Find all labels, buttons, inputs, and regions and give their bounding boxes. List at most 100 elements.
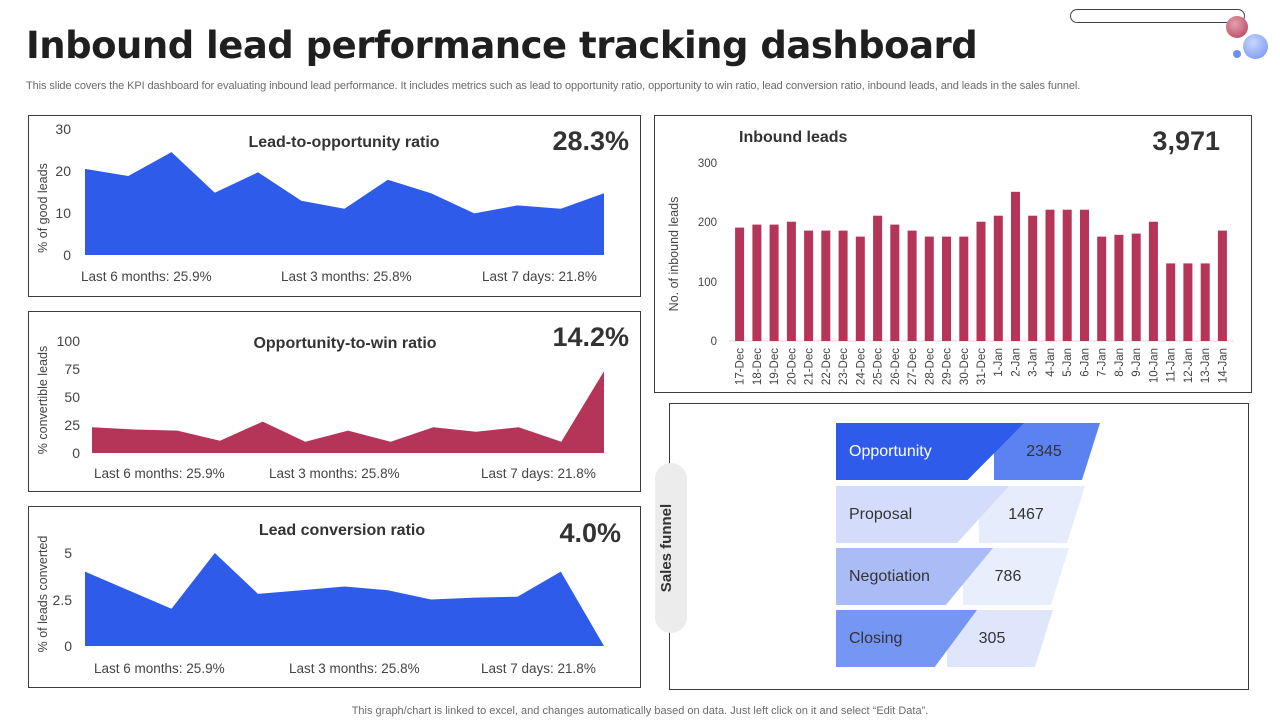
bar-7-Jan xyxy=(1097,236,1107,341)
bar-10-Jan xyxy=(1148,221,1158,341)
bar-5-Jan xyxy=(1062,209,1072,341)
area-series xyxy=(85,152,604,255)
x-tick-label: 13-Jan xyxy=(1200,348,1212,383)
funnel-stage-closing[interactable]: Closing 305 xyxy=(836,610,1053,667)
x-tick-label: 25-Dec xyxy=(873,348,885,385)
bar-31-Dec xyxy=(976,221,986,341)
bar-20-Dec xyxy=(786,221,796,341)
y-tick: 25 xyxy=(64,417,80,433)
kpi-value: 4.0% xyxy=(559,518,621,548)
x-tick-label: 31-Dec xyxy=(976,348,988,385)
y-tick: 2.5 xyxy=(53,592,73,608)
x-tick-label: 10-Jan xyxy=(1148,348,1160,383)
y-tick: 30 xyxy=(55,121,71,137)
funnel-stage-value: 305 xyxy=(978,629,1006,647)
bar-series xyxy=(735,191,1227,341)
y-tick: 0 xyxy=(72,445,80,461)
bar-1-Jan xyxy=(993,215,1003,341)
bar-28-Dec xyxy=(924,236,934,341)
x-tick-label: 27-Dec xyxy=(907,348,919,385)
x-tick-label: 23-Dec xyxy=(838,348,850,385)
inbound-leads-chart: Inbound leads 3,971 No. of inbound leads… xyxy=(667,126,1233,385)
lead-conversion-chart: Lead conversion ratio 4.0% % of leads co… xyxy=(36,518,621,676)
lead-to-opportunity-chart: Lead-to-opportunity ratio 28.3% % of goo… xyxy=(36,121,629,284)
inbound-leads-panel[interactable]: Inbound leads 3,971 No. of inbound leads… xyxy=(654,115,1252,393)
bar-4-Jan xyxy=(1045,209,1055,341)
funnel-stage-opportunity[interactable]: Opportunity 2345 xyxy=(836,423,1100,480)
x-tick-label: 18-Dec xyxy=(752,348,764,385)
footnote-7-days: Last 7 days: 21.8% xyxy=(481,661,596,676)
x-tick-label: 24-Dec xyxy=(855,348,867,385)
x-tick-label: 8-Jan xyxy=(1114,348,1126,377)
y-tick: 0 xyxy=(63,247,71,263)
footer-note: This graph/chart is linked to excel, and… xyxy=(351,705,929,717)
y-tick: 0 xyxy=(711,336,717,348)
x-tick-label: 21-Dec xyxy=(804,348,816,385)
bar-17-Dec xyxy=(735,227,745,341)
y-tick: 100 xyxy=(57,333,81,349)
chart-title: Inbound leads xyxy=(739,129,848,146)
bar-11-Jan xyxy=(1166,263,1176,341)
y-tick: 200 xyxy=(698,217,717,229)
bar-18-Dec xyxy=(752,224,762,341)
x-tick-label: 4-Jan xyxy=(1045,348,1057,377)
x-tick-label: 30-Dec xyxy=(959,348,971,385)
decorative-pill xyxy=(1070,9,1245,23)
y-tick: 300 xyxy=(698,158,717,170)
bar-29-Dec xyxy=(942,236,951,341)
footnote-3-months: Last 3 months: 25.8% xyxy=(289,661,420,676)
bar-13-Jan xyxy=(1200,263,1210,341)
kpi-value: 3,971 xyxy=(1152,126,1220,156)
lead-conversion-panel[interactable]: Lead conversion ratio 4.0% % of leads co… xyxy=(28,506,641,688)
bar-14-Jan xyxy=(1217,230,1227,341)
bar-3-Jan xyxy=(1028,215,1038,341)
bar-25-Dec xyxy=(873,215,883,341)
y-tick: 0 xyxy=(64,638,72,654)
funnel-stage-label: Opportunity xyxy=(849,442,932,460)
funnel-stage-value: 2345 xyxy=(1026,442,1062,460)
decorative-circle-small xyxy=(1233,50,1241,58)
footnote-6-months: Last 6 months: 25.9% xyxy=(94,661,225,676)
x-tick-label: 1-Jan xyxy=(993,348,1005,377)
y-tick: 5 xyxy=(64,545,72,561)
bar-9-Jan xyxy=(1131,233,1141,341)
area-series xyxy=(85,553,604,646)
x-tick-label: 26-Dec xyxy=(890,348,902,385)
x-tick-label: 28-Dec xyxy=(924,348,936,385)
decorative-circle-red xyxy=(1226,16,1248,38)
y-axis-label: % convertible leads xyxy=(36,346,50,454)
x-tick-label: 2-Jan xyxy=(1011,348,1023,377)
x-tick-label: 20-Dec xyxy=(786,348,798,385)
y-tick: 20 xyxy=(55,163,71,179)
footnote-3-months: Last 3 months: 25.8% xyxy=(269,466,400,481)
y-tick: 50 xyxy=(64,389,80,405)
sales-funnel-label: Sales funnel xyxy=(658,503,675,593)
x-tick-label: 3-Jan xyxy=(1028,348,1040,377)
footnote-6-months: Last 6 months: 25.9% xyxy=(94,466,225,481)
lead-to-opportunity-panel[interactable]: Lead-to-opportunity ratio 28.3% % of goo… xyxy=(28,115,641,297)
y-tick: 10 xyxy=(55,205,71,221)
x-tick-label: 17-Dec xyxy=(735,348,747,385)
chart-title: Opportunity-to-win ratio xyxy=(253,335,436,352)
x-tick-label: 11-Jan xyxy=(1166,348,1178,382)
funnel-stage-label: Closing xyxy=(849,629,903,647)
opportunity-to-win-panel[interactable]: Opportunity-to-win ratio 14.2% % convert… xyxy=(28,311,641,492)
bar-8-Jan xyxy=(1114,234,1124,341)
x-tick-label: 9-Jan xyxy=(1131,348,1143,377)
funnel-stage-label: Negotiation xyxy=(849,567,930,585)
funnel-stage-value: 1467 xyxy=(1008,505,1044,523)
y-axis-label: No. of inbound leads xyxy=(667,197,681,312)
funnel-stage-proposal[interactable]: Proposal 1467 xyxy=(836,486,1085,543)
opportunity-to-win-chart: Opportunity-to-win ratio 14.2% % convert… xyxy=(36,322,629,481)
funnel-stage-label: Proposal xyxy=(849,505,913,523)
funnel-stage-value: 786 xyxy=(994,567,1022,585)
y-tick: 100 xyxy=(698,277,717,289)
y-axis-label: % of leads converted xyxy=(36,536,50,653)
x-tick-label: 19-Dec xyxy=(769,348,781,385)
funnel-stage-negotiation[interactable]: Negotiation 786 xyxy=(836,548,1069,605)
y-axis-label: % of good leads xyxy=(36,163,50,253)
x-tick-label: 7-Jan xyxy=(1097,348,1109,377)
bar-12-Jan xyxy=(1183,263,1193,341)
area-series xyxy=(92,371,604,453)
bar-23-Dec xyxy=(838,230,848,341)
